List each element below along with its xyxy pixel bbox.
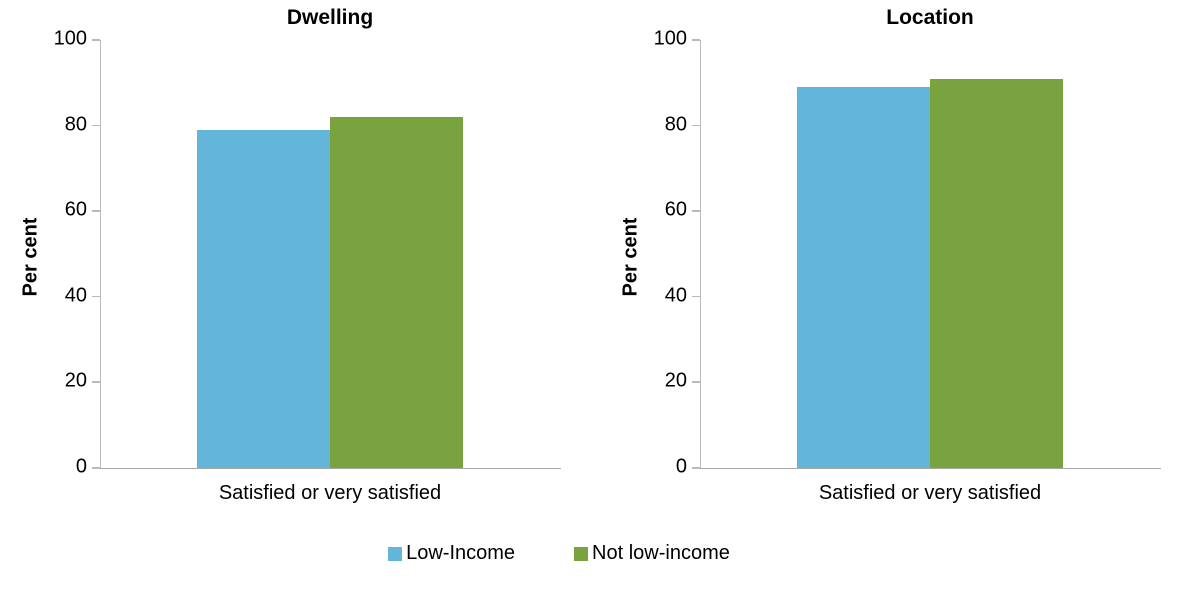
y-tick-mark [692,124,700,127]
y-tick-label: 0 [675,455,687,478]
y-tick-mark [692,295,700,298]
y-tick-label: 20 [664,369,687,392]
plot-area-dwelling: 100 80 60 40 20 0 [54,28,561,478]
y-tick-mark [92,210,100,212]
y-tick-label: 100 [653,27,687,50]
y-tick-label: 0 [75,455,87,478]
legend-swatch-low-income [388,546,403,561]
bar-location-not-low-income [930,78,1063,468]
y-tick-label: 60 [664,198,687,221]
bar-location-low-income [797,87,930,468]
y-tick-label: 20 [64,369,87,392]
bar-dwelling-not-low-income [330,117,463,468]
chart-title-location: Location [886,6,974,29]
y-tick-mark [692,210,700,212]
chart-panel-dwelling: Dwelling Per cent 100 80 60 40 20 0 Sati… [19,6,561,504]
bar-dwelling-low-income [197,129,330,468]
y-tick-label: 40 [64,284,87,307]
y-tick-label: 60 [64,198,87,221]
chart-panel-location: Location Per cent 100 80 60 40 20 0 Sati… [600,0,1200,592]
y-tick-label: 80 [64,113,87,136]
y-tick-mark [692,381,700,383]
x-category-label: Satisfied or very satisfied [818,482,1042,504]
legend: Low-Income Not low-income [0,542,1159,565]
y-tick-mark [692,39,700,41]
bar-group-location [797,40,1063,468]
legend-label-low-income: Low-Income [406,542,516,564]
legend-swatch-not-low-income [574,546,589,561]
legend-item-low-income: Low-Income [388,542,515,565]
y-tick-mark [92,295,100,298]
y-tick-mark [92,381,100,383]
y-tick-mark [92,39,100,41]
y-axis-title: Per cent [619,217,642,297]
y-tick-mark [92,467,100,469]
y-tick-mark [92,124,100,127]
bar-group-dwelling [197,40,463,468]
chart-title-dwelling: Dwelling [286,6,374,29]
y-tick-mark [692,467,700,469]
legend-label-not-low-income: Not low-income [592,542,730,564]
x-category-label: Satisfied or very satisfied [218,482,442,504]
y-tick-label: 100 [53,27,87,50]
y-axis-title: Per cent [19,217,42,297]
legend-item-not-low-income: Not low-income [574,542,730,565]
plot-area-location: 100 80 60 40 20 0 [654,28,1161,478]
y-tick-label: 40 [664,284,687,307]
y-tick-label: 80 [664,113,687,136]
